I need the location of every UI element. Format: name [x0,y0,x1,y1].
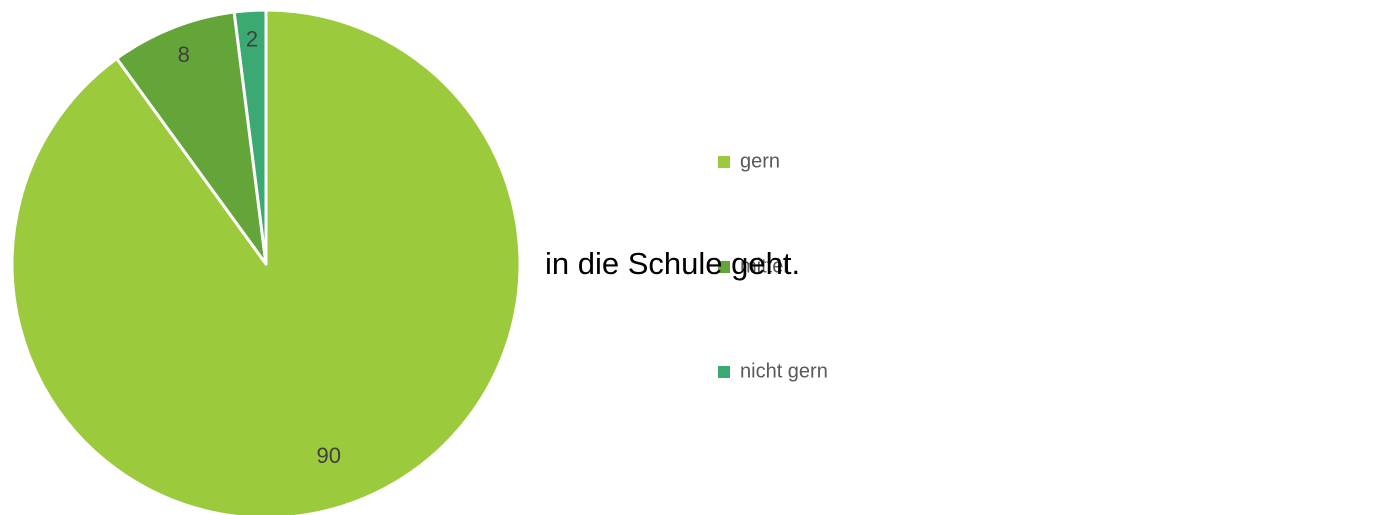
data-label: 8 [178,42,190,67]
data-label: 90 [317,443,341,468]
legend-label: nicht gern [740,360,828,382]
pie-slice [10,8,522,515]
legend-swatch [718,156,730,168]
legend-label: mittel [740,255,788,277]
legend-label: gern [740,150,780,172]
data-label: 2 [246,27,258,52]
legend-swatch [718,366,730,378]
annotation: in die Schule geht. [545,246,800,281]
pie-slice [115,10,268,266]
legend-swatch [718,261,730,273]
pie-slice [232,8,268,266]
